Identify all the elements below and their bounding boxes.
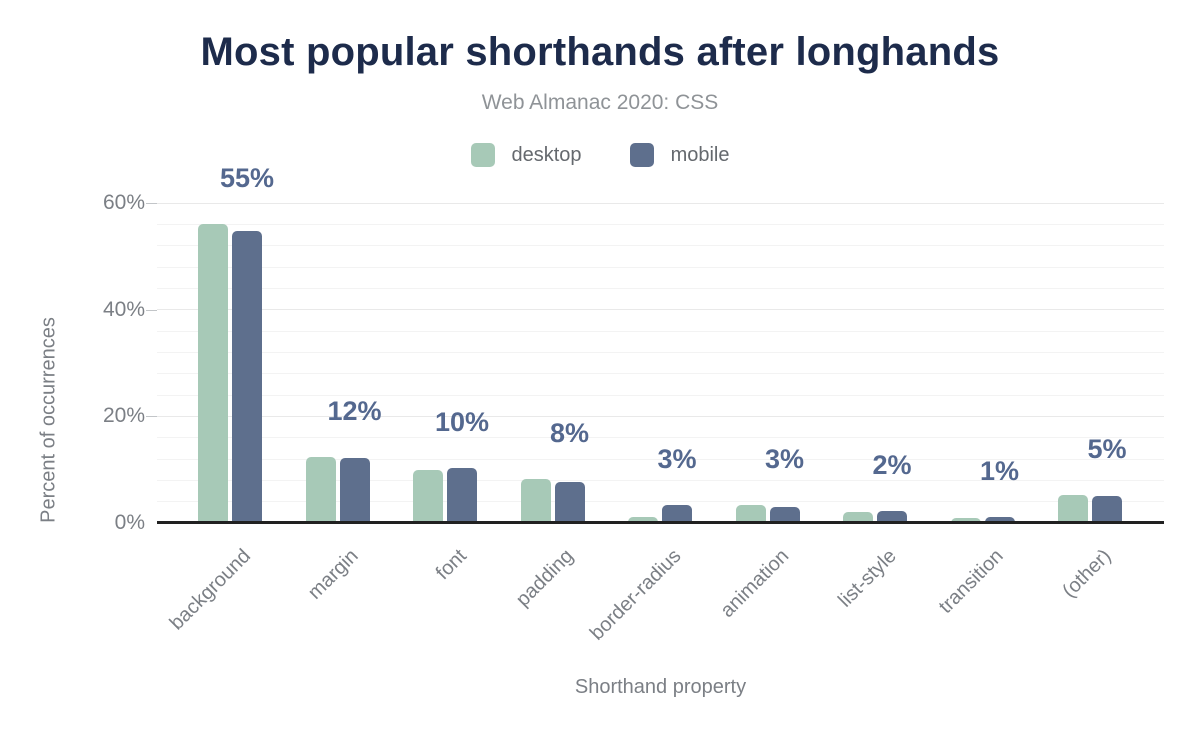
legend-label: mobile <box>670 143 730 166</box>
bar-mobile-font <box>447 467 477 523</box>
minor-gridline <box>157 287 1164 289</box>
desktop-swatch-icon <box>470 143 495 167</box>
x-tick-label-text: margin <box>304 545 364 604</box>
minor-gridline <box>157 479 1164 481</box>
chart-title: Most popular shorthands after longhands <box>200 30 1000 74</box>
bar-mobile-background <box>232 231 262 523</box>
mobile-swatch-icon <box>629 143 654 167</box>
x-tick-label-text: border-radius <box>585 545 686 645</box>
bar-desktop-list-style <box>843 511 873 523</box>
bar-value-label: 10% <box>434 406 490 437</box>
bar-value-label: 5% <box>1087 434 1127 465</box>
minor-gridline <box>157 330 1164 332</box>
chart-subtitle: Web Almanac 2020: CSS <box>481 91 719 114</box>
minor-gridline <box>157 437 1164 439</box>
x-tick-label-text: background <box>166 545 256 635</box>
legend: desktop mobile <box>0 140 1200 170</box>
bar-mobile-list-style <box>877 511 907 523</box>
bar-mobile-(other) <box>1092 495 1122 523</box>
bar-mobile-border-radius <box>662 505 692 523</box>
minor-gridline <box>157 394 1164 396</box>
x-tick-label-text: font <box>431 545 471 585</box>
bar-value-label: 12% <box>327 396 382 427</box>
y-tick-label: 20% <box>102 404 145 428</box>
bar-value-label: 2% <box>872 450 912 481</box>
minor-gridline <box>157 351 1164 353</box>
bar-desktop-padding <box>520 479 551 523</box>
minor-gridline <box>157 373 1164 375</box>
x-tick-label-text: animation <box>716 545 794 622</box>
minor-gridline <box>157 245 1164 247</box>
bar-desktop-border-radius <box>628 517 658 523</box>
bar-mobile-animation <box>769 507 800 523</box>
legend-label: desktop <box>511 143 582 166</box>
legend-item-mobile: mobile <box>629 143 730 167</box>
bar-value-label: 1% <box>979 455 1020 486</box>
x-axis-title: Shorthand property <box>574 676 747 698</box>
x-tick-label-text: padding <box>512 545 579 611</box>
major-gridline <box>157 415 1164 417</box>
minor-gridline <box>157 501 1164 503</box>
x-tick-label-text: transition <box>935 545 1009 618</box>
x-tick-label-text: list-style <box>833 545 901 612</box>
bar-desktop-margin <box>305 457 336 523</box>
bar-desktop-transition <box>950 517 981 523</box>
bar-value-label: 55% <box>219 163 275 194</box>
bar-desktop-animation <box>735 505 766 523</box>
bar-value-label: 8% <box>549 418 590 449</box>
bar-mobile-transition <box>984 516 1015 523</box>
bar-value-label: 3% <box>764 444 805 475</box>
x-axis-line <box>157 521 1164 524</box>
minor-gridline <box>157 266 1164 268</box>
bar-desktop-font <box>413 469 443 523</box>
legend-item-desktop: desktop <box>470 143 582 167</box>
bar-mobile-padding <box>554 481 585 523</box>
x-tick-label-text: (other) <box>1058 545 1116 603</box>
minor-gridline <box>157 223 1164 225</box>
minor-gridline <box>157 458 1164 460</box>
bar-desktop-background <box>198 224 228 523</box>
y-tick-mark <box>146 416 157 418</box>
bar-value-label: 3% <box>657 444 697 475</box>
y-tick-label: 0% <box>114 511 145 534</box>
y-tick-label: 60% <box>102 191 145 214</box>
plot-area: 55% 12% 10% 8% 3% 3% 2% 1% 5% <box>157 163 1164 524</box>
y-tick-label: 40% <box>102 297 145 321</box>
y-tick-mark <box>146 309 157 311</box>
major-gridline <box>157 202 1164 204</box>
major-gridline <box>157 309 1164 311</box>
bar-desktop-(other) <box>1058 495 1088 523</box>
bar-mobile-margin <box>339 457 370 523</box>
y-tick-mark <box>146 203 157 204</box>
